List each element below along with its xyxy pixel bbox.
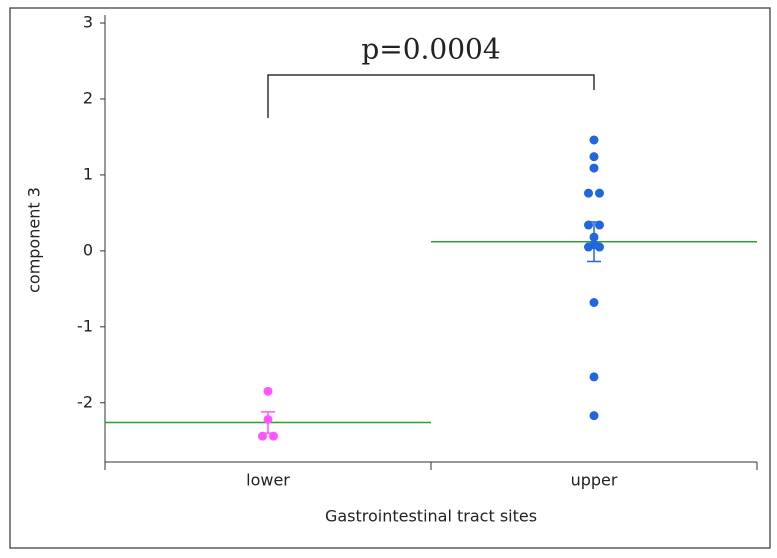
data-point xyxy=(589,163,599,173)
x-tick-label: lower xyxy=(246,471,290,490)
data-point xyxy=(589,372,599,382)
data-point xyxy=(589,411,599,421)
y-tick-label: 2 xyxy=(83,88,93,107)
y-tick-label: 3 xyxy=(83,13,93,32)
data-point xyxy=(589,298,599,308)
data-point xyxy=(589,152,599,162)
data-point xyxy=(263,386,273,396)
data-point xyxy=(595,242,604,252)
frame xyxy=(9,7,771,549)
y-tick-label: 1 xyxy=(83,164,93,183)
data-point xyxy=(589,135,599,145)
y-tick-label: 0 xyxy=(83,240,93,259)
annotation: p=0.0004 xyxy=(361,33,500,66)
data-point xyxy=(584,242,593,252)
data-point xyxy=(584,220,593,230)
data-point xyxy=(269,431,278,441)
y-axis-title: component 3 xyxy=(25,187,44,293)
x-axis-title: Gastrointestinal tract sites xyxy=(325,507,537,526)
data-point xyxy=(595,188,604,198)
y-tick-label: -1 xyxy=(77,316,93,335)
data-point xyxy=(595,220,604,230)
significance-bracket xyxy=(267,74,595,118)
data-point xyxy=(584,188,593,198)
x-tick-label: upper xyxy=(571,471,618,490)
data-point xyxy=(258,431,267,441)
y-tick-label: -2 xyxy=(77,392,93,411)
